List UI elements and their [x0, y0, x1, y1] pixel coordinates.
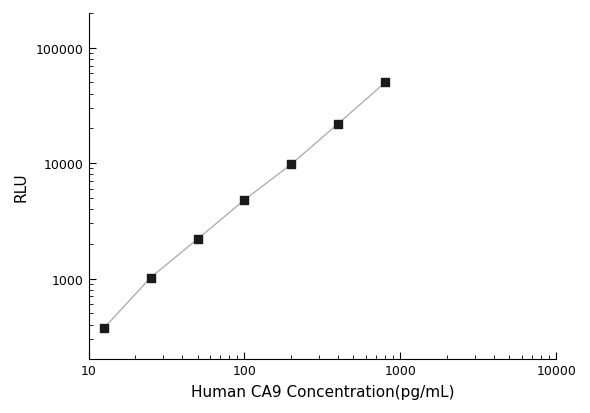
Point — [193, 236, 202, 243]
Y-axis label: RLU: RLU — [14, 172, 29, 202]
Point — [287, 161, 296, 168]
Point — [146, 275, 155, 281]
Point — [99, 325, 109, 332]
X-axis label: Human CA9 Concentration(pg/mL): Human CA9 Concentration(pg/mL) — [191, 384, 454, 399]
Point — [333, 121, 343, 128]
Point — [381, 80, 390, 86]
Point — [240, 197, 249, 204]
